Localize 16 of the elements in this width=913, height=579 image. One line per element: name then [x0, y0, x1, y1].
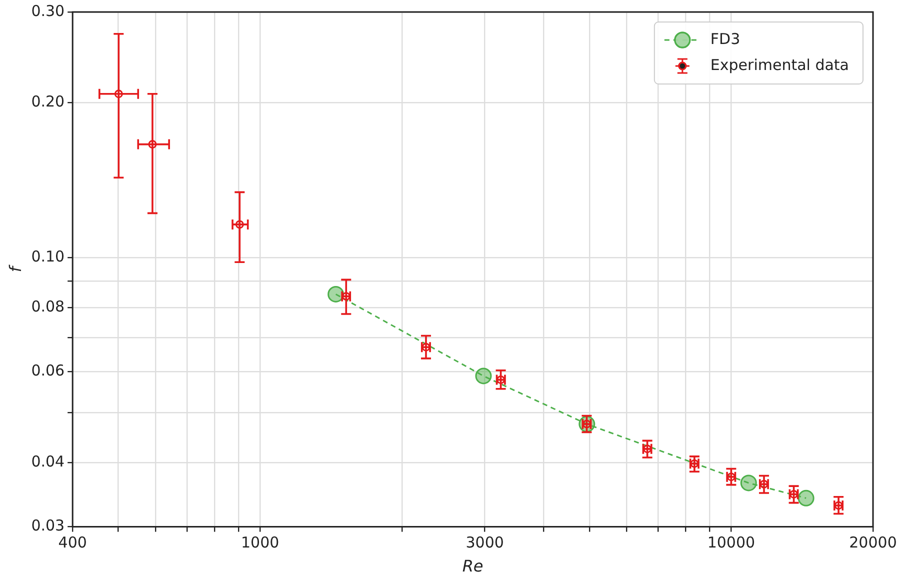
x-tick-label: 10000: [707, 534, 756, 552]
legend-label: Experimental data: [710, 56, 850, 74]
y-tick-label: 0.06: [31, 362, 65, 380]
y-tick-label: 0.20: [31, 92, 65, 111]
x-axis-title: Re: [462, 556, 484, 576]
y-tick-label: 0.03: [31, 516, 65, 535]
y-tick-label: 0.10: [31, 248, 65, 266]
x-tick-label: 3000: [466, 534, 504, 552]
y-tick-label: 0.30: [31, 2, 65, 20]
y-axis-title: f: [6, 264, 25, 272]
y-tick-label: 0.08: [31, 297, 65, 316]
x-tick-label: 20000: [849, 534, 897, 552]
y-tick-label: 0.04: [31, 452, 65, 470]
legend-label: FD3: [710, 30, 740, 48]
x-tick-label: 1000: [240, 534, 280, 552]
x-tick-label: 400: [58, 534, 87, 552]
